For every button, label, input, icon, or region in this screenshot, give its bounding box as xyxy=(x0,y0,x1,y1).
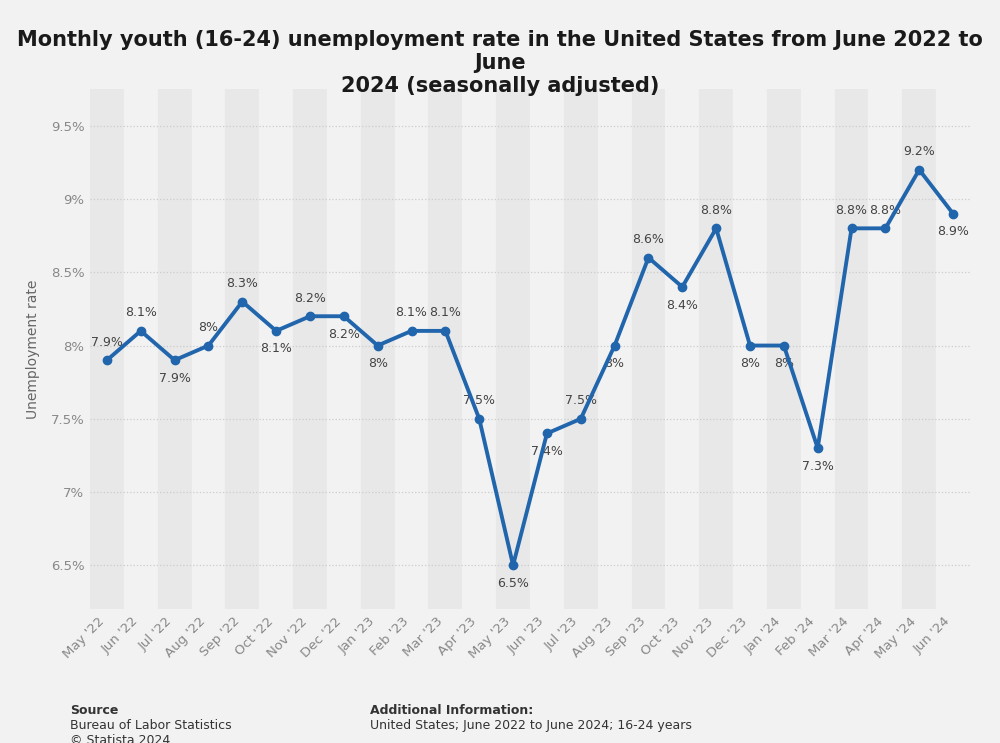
Text: Bureau of Labor Statistics
© Statista 2024: Bureau of Labor Statistics © Statista 20… xyxy=(70,719,232,743)
Text: United States; June 2022 to June 2024; 16-24 years: United States; June 2022 to June 2024; 1… xyxy=(370,719,692,732)
Text: 7.9%: 7.9% xyxy=(91,336,123,348)
Bar xyxy=(835,89,868,609)
Text: 8.1%: 8.1% xyxy=(125,306,157,319)
Bar xyxy=(124,89,158,609)
Bar xyxy=(496,89,530,609)
Bar xyxy=(699,89,733,609)
Bar xyxy=(225,89,259,609)
Y-axis label: Unemployment rate: Unemployment rate xyxy=(26,279,40,419)
Text: 8.1%: 8.1% xyxy=(396,306,427,319)
Bar xyxy=(158,89,192,609)
Text: 7.4%: 7.4% xyxy=(531,445,563,458)
Text: 8.1%: 8.1% xyxy=(260,343,292,355)
Text: 8%: 8% xyxy=(368,357,388,370)
Text: 7.5%: 7.5% xyxy=(463,395,495,407)
Bar xyxy=(868,89,902,609)
Text: 7.9%: 7.9% xyxy=(159,372,191,385)
Text: 8.2%: 8.2% xyxy=(328,328,360,341)
Text: 9.2%: 9.2% xyxy=(903,145,935,158)
Text: Monthly youth (16-24) unemployment rate in the United States from June 2022 to J: Monthly youth (16-24) unemployment rate … xyxy=(17,30,983,96)
Text: 8.2%: 8.2% xyxy=(294,292,326,305)
Text: 8.8%: 8.8% xyxy=(836,204,868,217)
Bar xyxy=(564,89,598,609)
Text: 8.8%: 8.8% xyxy=(700,204,732,217)
Bar xyxy=(801,89,835,609)
Bar xyxy=(733,89,767,609)
Text: Source: Source xyxy=(70,704,118,717)
Bar xyxy=(361,89,395,609)
Bar xyxy=(767,89,801,609)
Text: 8.6%: 8.6% xyxy=(633,233,664,246)
Text: 7.3%: 7.3% xyxy=(802,460,834,473)
Bar xyxy=(90,89,124,609)
Text: 8%: 8% xyxy=(774,357,794,370)
Bar xyxy=(598,89,632,609)
Bar xyxy=(259,89,293,609)
Bar xyxy=(192,89,225,609)
Text: 8.4%: 8.4% xyxy=(666,299,698,311)
Bar xyxy=(293,89,327,609)
Text: 8.9%: 8.9% xyxy=(937,225,969,239)
Bar xyxy=(632,89,665,609)
Text: 8%: 8% xyxy=(740,357,760,370)
Bar xyxy=(530,89,564,609)
Bar xyxy=(936,89,970,609)
Bar xyxy=(902,89,936,609)
Text: 8%: 8% xyxy=(198,321,218,334)
Bar xyxy=(428,89,462,609)
Bar xyxy=(665,89,699,609)
Bar xyxy=(395,89,428,609)
Text: 8%: 8% xyxy=(605,357,625,370)
Text: 8.1%: 8.1% xyxy=(429,306,461,319)
Text: Additional Information:: Additional Information: xyxy=(370,704,533,717)
Text: 6.5%: 6.5% xyxy=(497,577,529,590)
Text: 8.3%: 8.3% xyxy=(226,277,258,290)
Bar xyxy=(327,89,361,609)
Bar xyxy=(462,89,496,609)
Text: 7.5%: 7.5% xyxy=(565,395,597,407)
Text: 8.8%: 8.8% xyxy=(869,204,901,217)
